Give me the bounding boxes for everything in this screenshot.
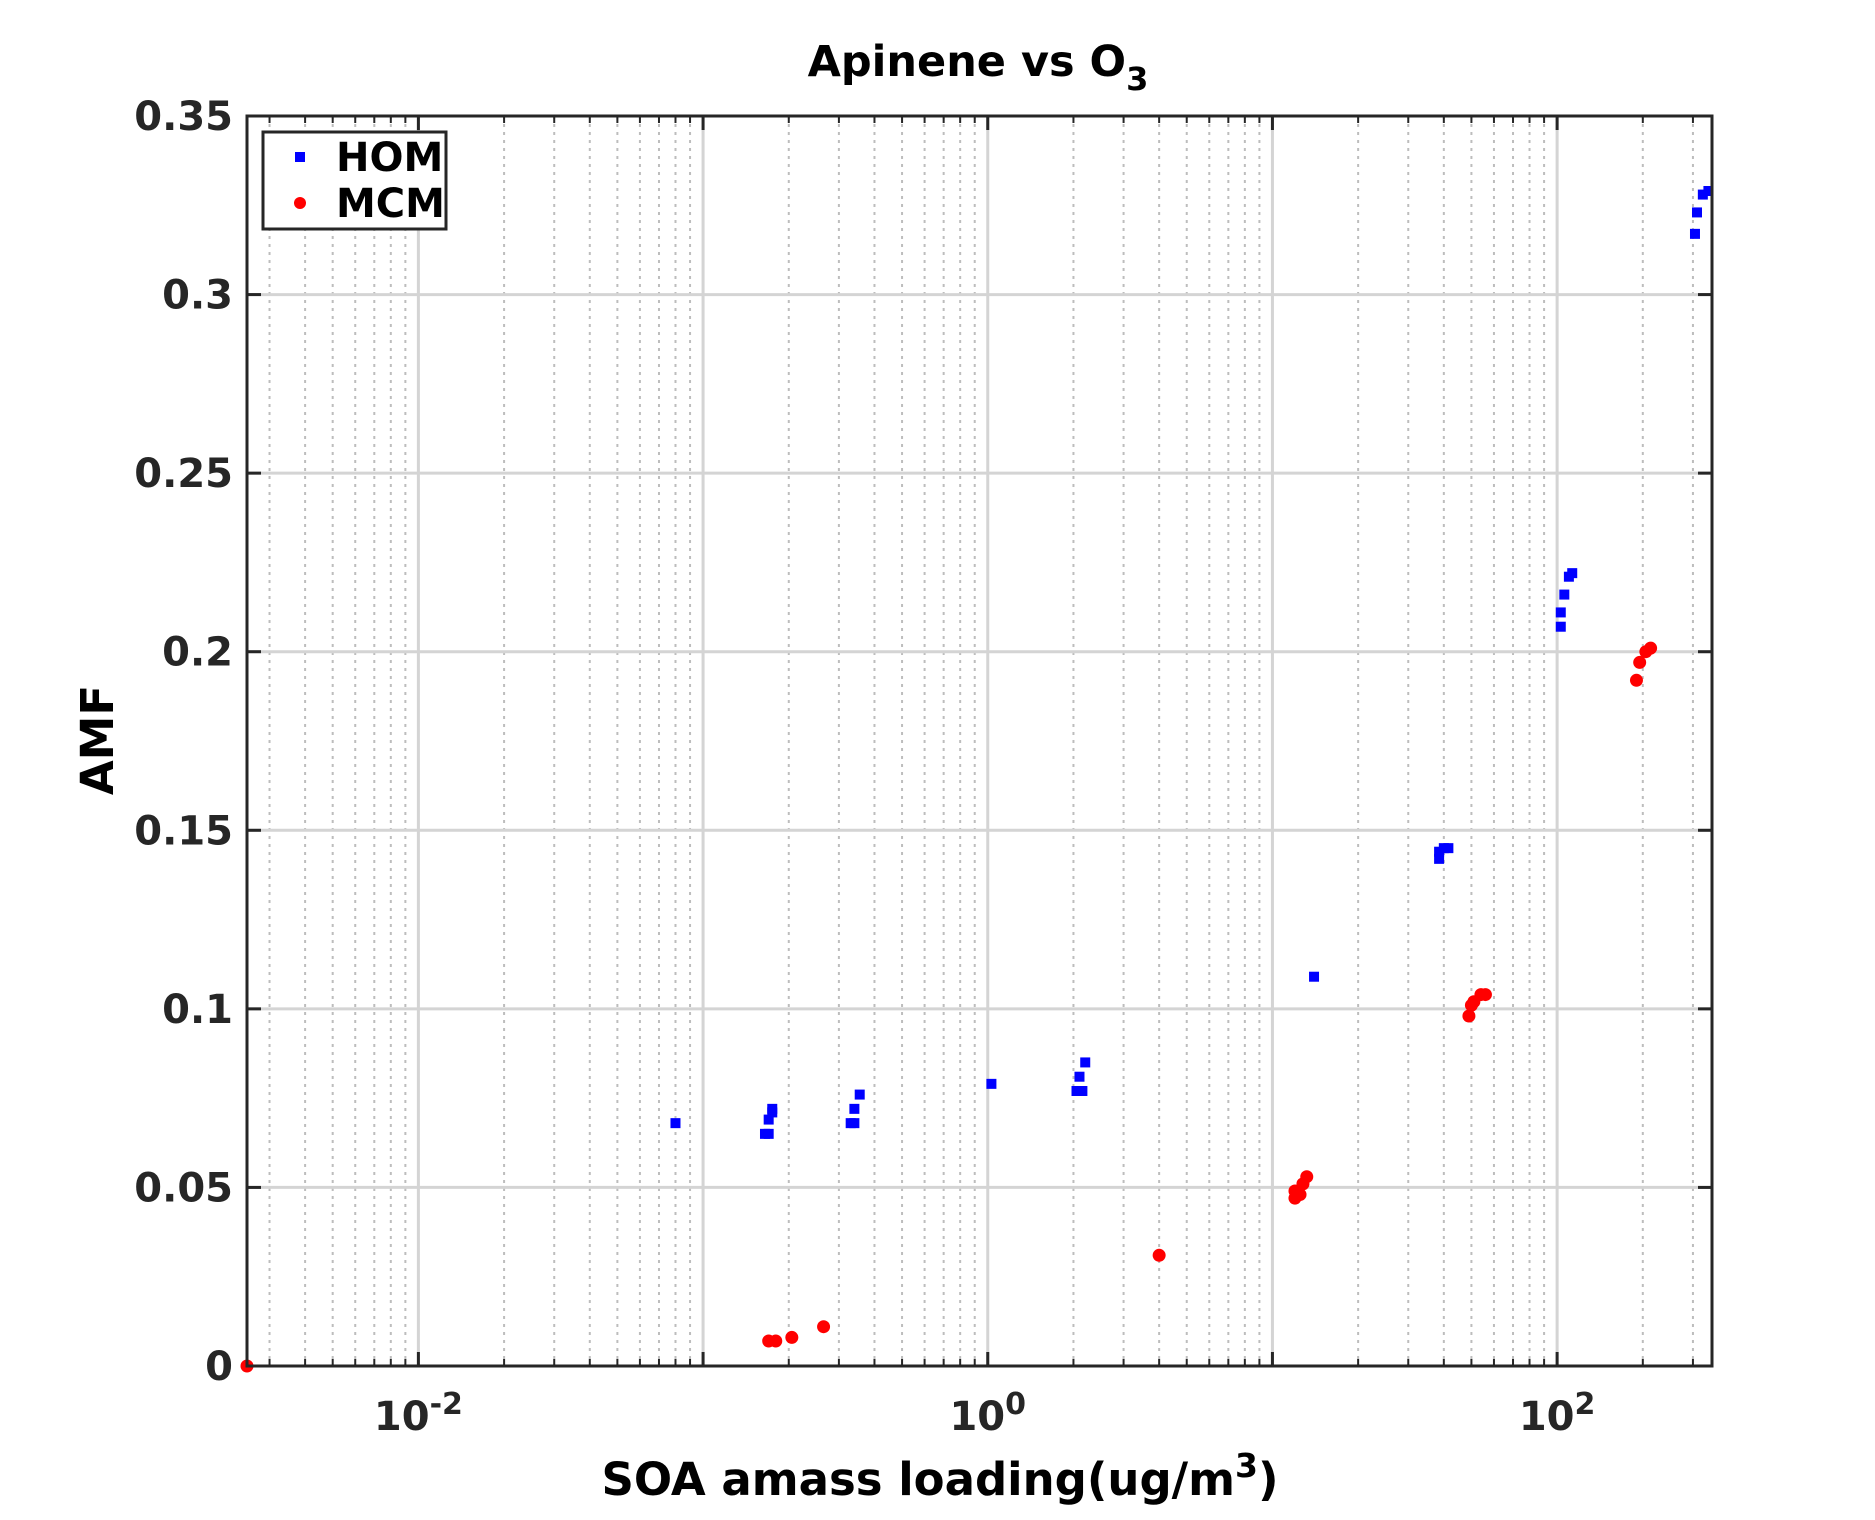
hom-point xyxy=(986,1078,997,1089)
hom-point xyxy=(763,1114,774,1125)
hom-point xyxy=(1567,568,1578,579)
hom-point xyxy=(1074,1071,1085,1082)
plot-area xyxy=(247,116,1712,1366)
mcm-point xyxy=(1629,673,1643,687)
chart-title: Apinene vs O3 xyxy=(808,37,1149,98)
hom-point xyxy=(767,1103,778,1114)
y-tick-label: 0 xyxy=(205,1344,233,1390)
legend-label-mcm: MCM xyxy=(336,181,445,227)
hom-point xyxy=(763,1128,774,1139)
mcm-point xyxy=(1462,1009,1476,1023)
hom-point xyxy=(1080,1057,1091,1068)
hom-point xyxy=(1077,1086,1088,1096)
hom-point xyxy=(670,1118,681,1129)
mcm-point xyxy=(769,1334,783,1348)
mcm-point xyxy=(817,1320,831,1334)
y-tick-label: 0.35 xyxy=(134,94,233,140)
legend-marker-hom xyxy=(295,152,305,162)
hom-point xyxy=(1555,607,1566,618)
mcm-point xyxy=(1300,1170,1314,1184)
data-points xyxy=(240,186,1714,1373)
y-tick-label: 0.3 xyxy=(162,273,233,319)
hom-point xyxy=(1703,186,1714,196)
hom-point xyxy=(1443,843,1454,854)
x-axis-label: SOA amass loading(ug/m3) xyxy=(601,1446,1278,1506)
legend-label-hom: HOM xyxy=(336,135,443,181)
y-tick-label: 0.2 xyxy=(162,630,233,676)
mcm-point xyxy=(1293,1188,1307,1202)
x-tick-label: 100 xyxy=(949,1387,1026,1440)
mcm-point xyxy=(1152,1248,1166,1262)
mcm-point xyxy=(785,1330,799,1344)
mcm-point xyxy=(1644,641,1658,655)
hom-point xyxy=(1555,621,1566,632)
hom-point xyxy=(1689,228,1700,239)
minor-grid xyxy=(268,116,1694,1366)
hom-point xyxy=(849,1103,860,1114)
x-tick-labels: 10-2 100 102 xyxy=(374,1387,1595,1440)
x-tick-label: 102 xyxy=(1519,1387,1596,1440)
hom-point xyxy=(854,1089,865,1100)
major-grid xyxy=(247,116,1712,1366)
x-tick-label: 10-2 xyxy=(374,1387,463,1440)
legend: HOM MCM xyxy=(261,130,448,231)
y-axis-label: AMF xyxy=(71,685,124,795)
mcm-point xyxy=(1633,655,1647,669)
hom-point xyxy=(1691,207,1702,218)
hom-point xyxy=(1559,589,1570,600)
hom-point xyxy=(1697,189,1708,200)
y-tick-label: 0.15 xyxy=(134,808,233,854)
legend-marker-mcm xyxy=(294,197,306,209)
y-tick-label: 0.1 xyxy=(162,987,233,1033)
plot-frame xyxy=(245,114,1714,1368)
y-tick-label: 0.05 xyxy=(134,1165,233,1211)
hom-point xyxy=(849,1118,860,1129)
hom-point xyxy=(1309,971,1320,982)
y-tick-label: 0.25 xyxy=(134,451,233,497)
y-tick-labels: 0 0.05 0.1 0.15 0.2 0.25 0.3 0.35 xyxy=(134,94,233,1390)
hom-point xyxy=(1071,1086,1082,1096)
hom-point xyxy=(1434,853,1445,864)
mcm-point xyxy=(1478,988,1492,1002)
legend-box xyxy=(261,130,448,231)
